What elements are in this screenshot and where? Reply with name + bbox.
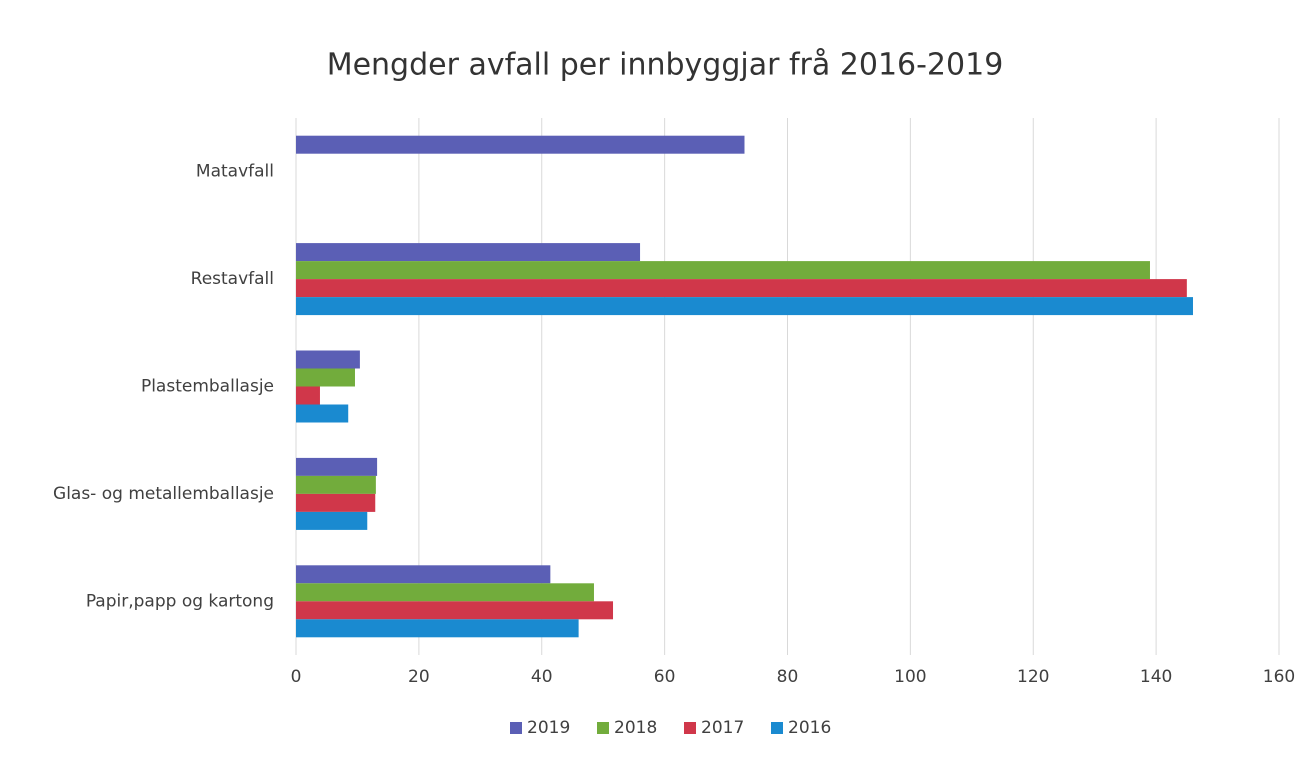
y-tick-label: Restavfall <box>191 269 274 289</box>
x-tick-label: 100 <box>894 667 926 687</box>
bar <box>296 386 320 405</box>
bar <box>296 583 594 602</box>
x-tick-label: 140 <box>1140 667 1172 687</box>
bar <box>296 404 349 423</box>
legend-label: 2016 <box>788 718 831 738</box>
y-tick-label: Papir,papp og kartong <box>86 591 274 611</box>
legend-swatch <box>597 722 609 734</box>
legend-swatch <box>510 722 522 734</box>
bar <box>296 297 1193 316</box>
x-tick-label: 160 <box>1263 667 1295 687</box>
y-tick-label: Matavfall <box>196 162 274 182</box>
x-tick-label: 60 <box>654 667 676 687</box>
legend-label: 2017 <box>701 718 744 738</box>
bar <box>296 350 360 369</box>
legend-label: 2018 <box>614 718 657 738</box>
x-tick-label: 80 <box>777 667 799 687</box>
bar <box>296 368 355 387</box>
bar <box>296 511 368 530</box>
x-tick-label: 20 <box>408 667 430 687</box>
bar <box>296 261 1150 280</box>
bar <box>296 493 376 512</box>
x-tick-label: 40 <box>531 667 553 687</box>
legend-label: 2019 <box>527 718 570 738</box>
bar <box>296 243 641 262</box>
y-tick-label: Plastemballasje <box>141 377 274 397</box>
bar <box>296 601 614 620</box>
legend-swatch <box>684 722 696 734</box>
x-tick-label: 0 <box>291 667 302 687</box>
bar <box>296 279 1187 298</box>
bar <box>296 619 579 638</box>
bar <box>296 475 376 494</box>
bar <box>296 565 551 584</box>
chart-title: Mengder avfall per innbyggjar frå 2016-2… <box>327 48 1004 83</box>
bar <box>296 457 378 476</box>
x-tick-label: 120 <box>1017 667 1049 687</box>
y-tick-label: Glas- og metallemballasje <box>53 484 274 504</box>
legend-swatch <box>771 722 783 734</box>
bar <box>296 135 745 154</box>
